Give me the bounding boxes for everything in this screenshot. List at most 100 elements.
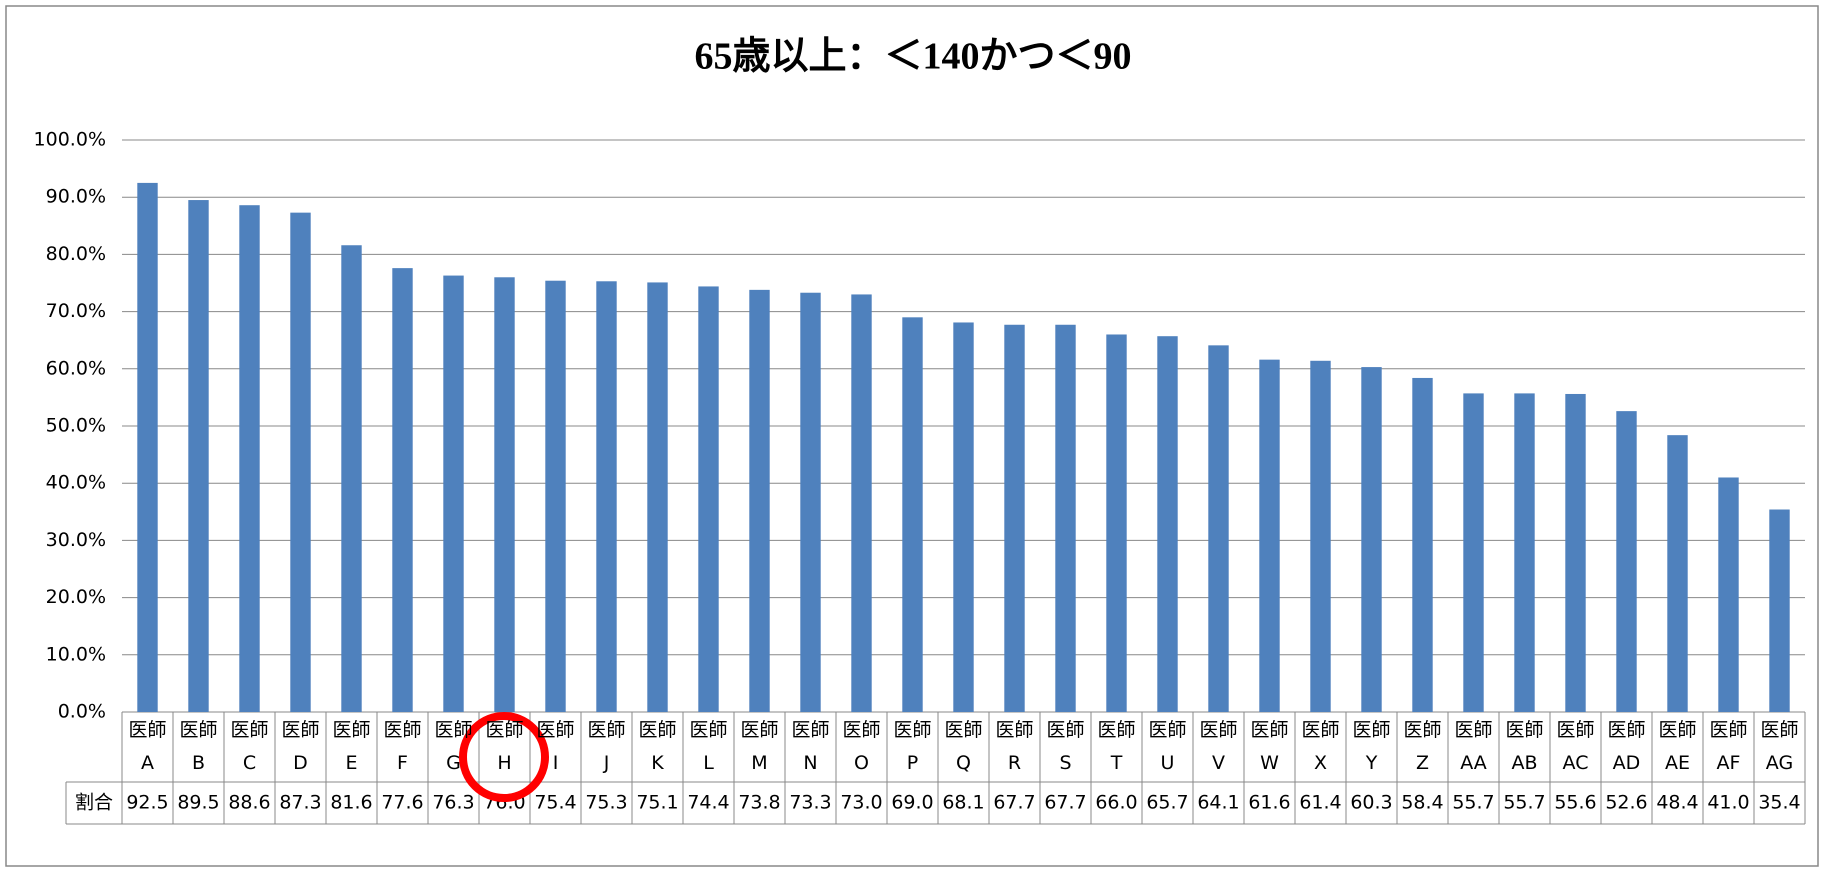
y-tick-label: 40.0%: [46, 472, 106, 494]
table-value: 48.4: [1656, 792, 1698, 814]
x-tick-label: 医師 C: [230, 719, 269, 774]
table-value: 73.0: [840, 792, 882, 814]
y-tick-label: 60.0%: [46, 357, 106, 379]
table-value: 64.1: [1197, 792, 1239, 814]
bar: [1106, 334, 1127, 712]
y-tick-label: 0.0%: [58, 701, 106, 723]
table-value: 92.5: [126, 792, 168, 814]
table-value: 68.1: [942, 792, 984, 814]
table-value: 75.3: [585, 792, 627, 814]
table-series-label: 割合: [75, 792, 113, 814]
x-tick-label: 医師 S: [1046, 719, 1085, 774]
table-value: 67.7: [1044, 792, 1086, 814]
x-tick-label: 医師 P: [893, 719, 932, 774]
x-tick-label: 医師 E: [332, 719, 371, 774]
bar: [1769, 509, 1790, 712]
bar: [290, 212, 311, 713]
bar: [749, 289, 770, 712]
x-tick-label: 医師 Y: [1352, 719, 1391, 774]
bar: [596, 281, 617, 712]
bar: [341, 245, 362, 713]
bar: [1004, 324, 1025, 712]
bar: [1208, 345, 1229, 712]
bar: [443, 275, 464, 712]
x-tick-label: 医師 M: [740, 719, 779, 774]
bar: [1667, 435, 1688, 712]
table-value: 88.6: [228, 792, 270, 814]
table-value: 81.6: [330, 792, 372, 814]
bar: [953, 322, 974, 712]
bar: [1616, 411, 1637, 712]
x-tick-label: 医師 AC: [1556, 719, 1595, 774]
x-tick-label: 医師 K: [638, 719, 677, 774]
y-tick-label: 80.0%: [46, 243, 106, 265]
y-tick-label: 100.0%: [34, 129, 106, 151]
x-tick-label: 医師 AE: [1658, 719, 1697, 774]
table-value: 76.3: [432, 792, 474, 814]
table-value: 55.7: [1452, 792, 1494, 814]
bar: [188, 200, 209, 712]
bar: [239, 205, 260, 712]
bar: [1361, 367, 1382, 712]
table-value: 75.4: [534, 792, 576, 814]
bar: [1259, 359, 1280, 712]
y-tick-label: 70.0%: [46, 300, 106, 322]
bar: [902, 317, 923, 712]
y-tick-label: 20.0%: [46, 586, 106, 608]
x-tick-label: 医師 Z: [1403, 719, 1442, 774]
bar: [851, 294, 872, 712]
x-tick-label: 医師 W: [1250, 719, 1289, 774]
x-tick-label: 医師 AF: [1709, 719, 1748, 774]
x-tick-label: 医師 J: [587, 719, 626, 774]
bar: [1463, 393, 1484, 712]
bar: [1718, 477, 1739, 712]
x-tick-label: 医師 O: [842, 719, 881, 774]
bar: [137, 182, 158, 712]
x-tick-label: 医師 AG: [1760, 719, 1799, 774]
x-tick-label: 医師 L: [689, 719, 728, 774]
bar: [1310, 360, 1331, 712]
y-tick-label: 30.0%: [46, 529, 106, 551]
x-tick-label: 医師 A: [128, 719, 167, 774]
table-value: 77.6: [381, 792, 423, 814]
table-value: 66.0: [1095, 792, 1137, 814]
table-value: 87.3: [279, 792, 321, 814]
y-tick-label: 90.0%: [46, 186, 106, 208]
x-tick-label: 医師 AA: [1454, 719, 1493, 774]
bar: [545, 280, 566, 712]
table-value: 60.3: [1350, 792, 1392, 814]
x-tick-label: 医師 H: [485, 719, 524, 774]
bar: [1565, 393, 1586, 712]
table-value: 55.6: [1554, 792, 1596, 814]
bar: [1514, 393, 1535, 712]
chart-title: 65歳以上：＜140かつ＜90: [694, 36, 1131, 78]
x-tick-label: 医師 V: [1199, 719, 1238, 774]
x-tick-label: 医師 Q: [944, 719, 983, 774]
x-tick-label: 医師 R: [995, 719, 1034, 774]
x-tick-label: 医師 T: [1097, 719, 1136, 774]
y-tick-label: 10.0%: [46, 643, 106, 665]
x-tick-label: 医師 AD: [1607, 719, 1646, 774]
table-value: 69.0: [891, 792, 933, 814]
x-tick-label: 医師 N: [791, 719, 830, 774]
x-tick-label: 医師 B: [179, 719, 218, 774]
table-value: 74.4: [687, 792, 729, 814]
table-value: 35.4: [1758, 792, 1800, 814]
table-value: 89.5: [177, 792, 219, 814]
table-value: 61.4: [1299, 792, 1341, 814]
table-value: 73.8: [738, 792, 780, 814]
x-tick-label: 医師 X: [1301, 719, 1340, 774]
table-value: 65.7: [1146, 792, 1188, 814]
table-value: 73.3: [789, 792, 831, 814]
bar: [1412, 377, 1433, 712]
table-value: 58.4: [1401, 792, 1443, 814]
x-tick-label: 医師 AB: [1505, 719, 1544, 774]
bar: [800, 292, 821, 712]
highlight-circle: [459, 712, 549, 802]
bar: [1157, 336, 1178, 712]
x-tick-label: 医師 I: [536, 719, 575, 774]
bar: [392, 268, 413, 712]
x-tick-label: 医師 U: [1148, 719, 1187, 774]
table-value: 75.1: [636, 792, 678, 814]
